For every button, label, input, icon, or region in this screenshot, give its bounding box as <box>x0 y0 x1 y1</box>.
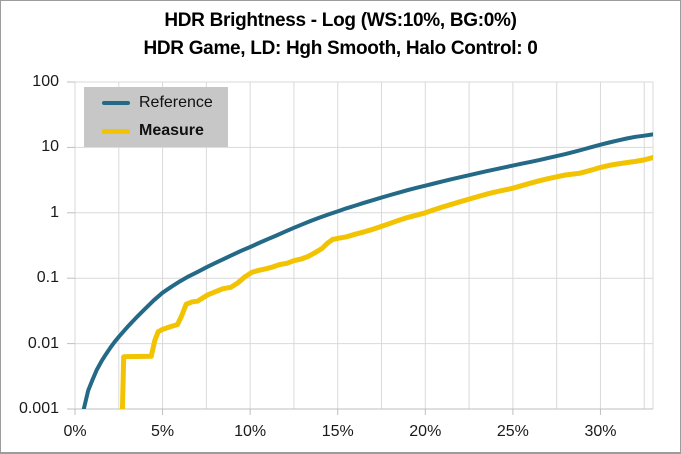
y-axis-tick-label: 0.01 <box>27 334 59 352</box>
x-axis-tick-label: 30% <box>584 423 617 440</box>
x-axis-tick-label: 0% <box>63 423 87 440</box>
legend-item-measure: Measure <box>84 122 228 140</box>
legend-label-measure: Measure <box>139 122 204 139</box>
legend: Reference Measure <box>84 87 228 147</box>
x-axis-tick-label: 5% <box>151 423 175 440</box>
x-axis-tick-label: 10% <box>234 423 267 440</box>
y-axis-tick-label: 0.001 <box>18 400 59 417</box>
reference-line-swatch-icon <box>102 101 130 105</box>
plot-area <box>67 81 654 415</box>
chart-subtitle: HDR Game, LD: Hgh Smooth, Halo Control: … <box>143 38 538 59</box>
chart-title-block: HDR Brightness - Log (WS:10%, BG:0%) HDR… <box>1 7 680 63</box>
y-axis-tick-label: 10 <box>41 138 59 156</box>
series-line-measure <box>119 155 653 409</box>
y-axis-tick-label: 1 <box>50 203 59 221</box>
measure-line-swatch-icon <box>102 128 130 134</box>
x-axis-tick-label: 15% <box>321 423 354 440</box>
y-axis-tick-label: 100 <box>32 73 59 90</box>
series-line-reference <box>81 132 653 409</box>
x-axis-tick-label: 20% <box>409 423 442 440</box>
chart-title: HDR Brightness - Log (WS:10%, BG:0%) <box>164 10 517 31</box>
legend-label-reference: Reference <box>139 94 213 111</box>
legend-item-reference: Reference <box>84 94 228 112</box>
x-axis-tick-label: 25% <box>496 423 529 440</box>
y-axis-tick-label: 0.1 <box>36 269 59 287</box>
